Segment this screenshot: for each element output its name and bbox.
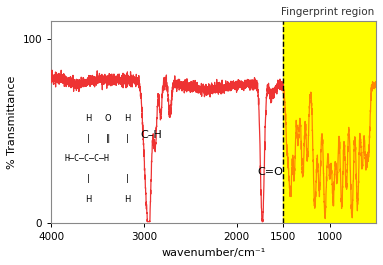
Text: H–C–C–C–H: H–C–C–C–H bbox=[64, 154, 109, 163]
Y-axis label: % Transmittance: % Transmittance bbox=[7, 76, 17, 169]
Bar bbox=[283, 21, 376, 223]
Text: H: H bbox=[124, 195, 131, 204]
Text: H: H bbox=[85, 114, 92, 123]
X-axis label: wavenumber/cm⁻¹: wavenumber/cm⁻¹ bbox=[162, 248, 266, 258]
Text: |: | bbox=[126, 134, 129, 143]
Text: O: O bbox=[105, 114, 111, 123]
Text: C=O: C=O bbox=[257, 167, 283, 177]
Text: H: H bbox=[124, 114, 131, 123]
Text: C–H: C–H bbox=[141, 130, 162, 140]
Text: |: | bbox=[126, 174, 129, 183]
Text: ‖: ‖ bbox=[106, 134, 110, 143]
Text: |: | bbox=[87, 134, 90, 143]
Text: Fingerprint region: Fingerprint region bbox=[281, 7, 375, 17]
Text: H: H bbox=[85, 195, 92, 204]
Text: |: | bbox=[87, 174, 90, 183]
